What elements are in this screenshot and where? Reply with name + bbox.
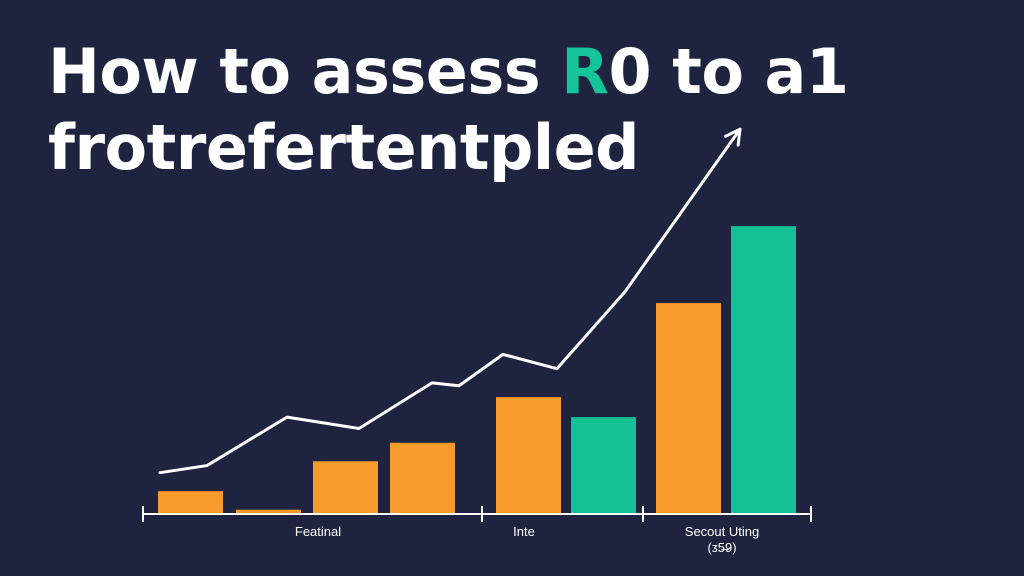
- bar-6: [571, 417, 636, 514]
- x-tick-label-3: Secout Uting: [685, 524, 759, 539]
- bars: [158, 226, 796, 514]
- title-line-2: frotrefertentpled: [48, 111, 640, 184]
- bar-8: [731, 226, 796, 514]
- trend-line-group: [158, 127, 742, 475]
- bar-1: [158, 491, 223, 514]
- x-tick-sublabel-3: (ᴣ5̶9): [707, 540, 736, 555]
- bar-5: [496, 397, 561, 514]
- bar-2: [236, 509, 301, 514]
- title-accent-letter: R: [561, 35, 609, 108]
- x-axis: Featinal Inte Secout Uting(ᴣ5̶9): [142, 506, 812, 555]
- page-title: How to assess R0 to a1 frotrefertentpled: [48, 34, 1008, 186]
- trend-arrow-icon: [724, 127, 742, 147]
- title-line-1: How to assess R0 to a1: [48, 34, 1008, 110]
- title-line-1-end: 0 to a1: [608, 35, 850, 108]
- bar-3: [313, 461, 378, 514]
- bar-7: [656, 303, 721, 514]
- x-tick-label-2: Inte: [513, 524, 535, 539]
- bar-4: [390, 442, 455, 514]
- title-line-1-start: How to assess: [48, 35, 562, 108]
- trend-line: [158, 127, 742, 475]
- x-tick-label-1: Featinal: [295, 524, 341, 539]
